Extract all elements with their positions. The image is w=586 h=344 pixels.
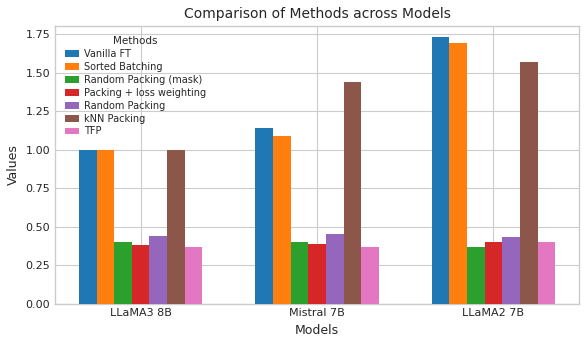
Bar — [149, 236, 167, 304]
Bar — [291, 242, 308, 304]
Bar — [114, 242, 132, 304]
Bar — [432, 37, 449, 304]
Bar — [167, 150, 185, 304]
Bar — [326, 234, 343, 304]
Bar — [255, 128, 273, 304]
Bar — [97, 150, 114, 304]
Bar — [79, 150, 97, 304]
Bar — [520, 62, 537, 304]
Bar — [361, 247, 379, 304]
Bar — [273, 136, 291, 304]
Bar — [343, 82, 361, 304]
Bar — [308, 244, 326, 304]
Y-axis label: Values: Values — [7, 144, 20, 185]
Bar — [449, 43, 467, 304]
Bar — [485, 242, 502, 304]
Title: Comparison of Methods across Models: Comparison of Methods across Models — [183, 7, 451, 21]
Bar — [132, 245, 149, 304]
Bar — [185, 247, 202, 304]
Bar — [467, 247, 485, 304]
Bar — [502, 237, 520, 304]
Legend: Vanilla FT, Sorted Batching, Random Packing (mask), Packing + loss weighting, Ra: Vanilla FT, Sorted Batching, Random Pack… — [60, 31, 212, 141]
X-axis label: Models: Models — [295, 324, 339, 337]
Bar — [537, 242, 556, 304]
